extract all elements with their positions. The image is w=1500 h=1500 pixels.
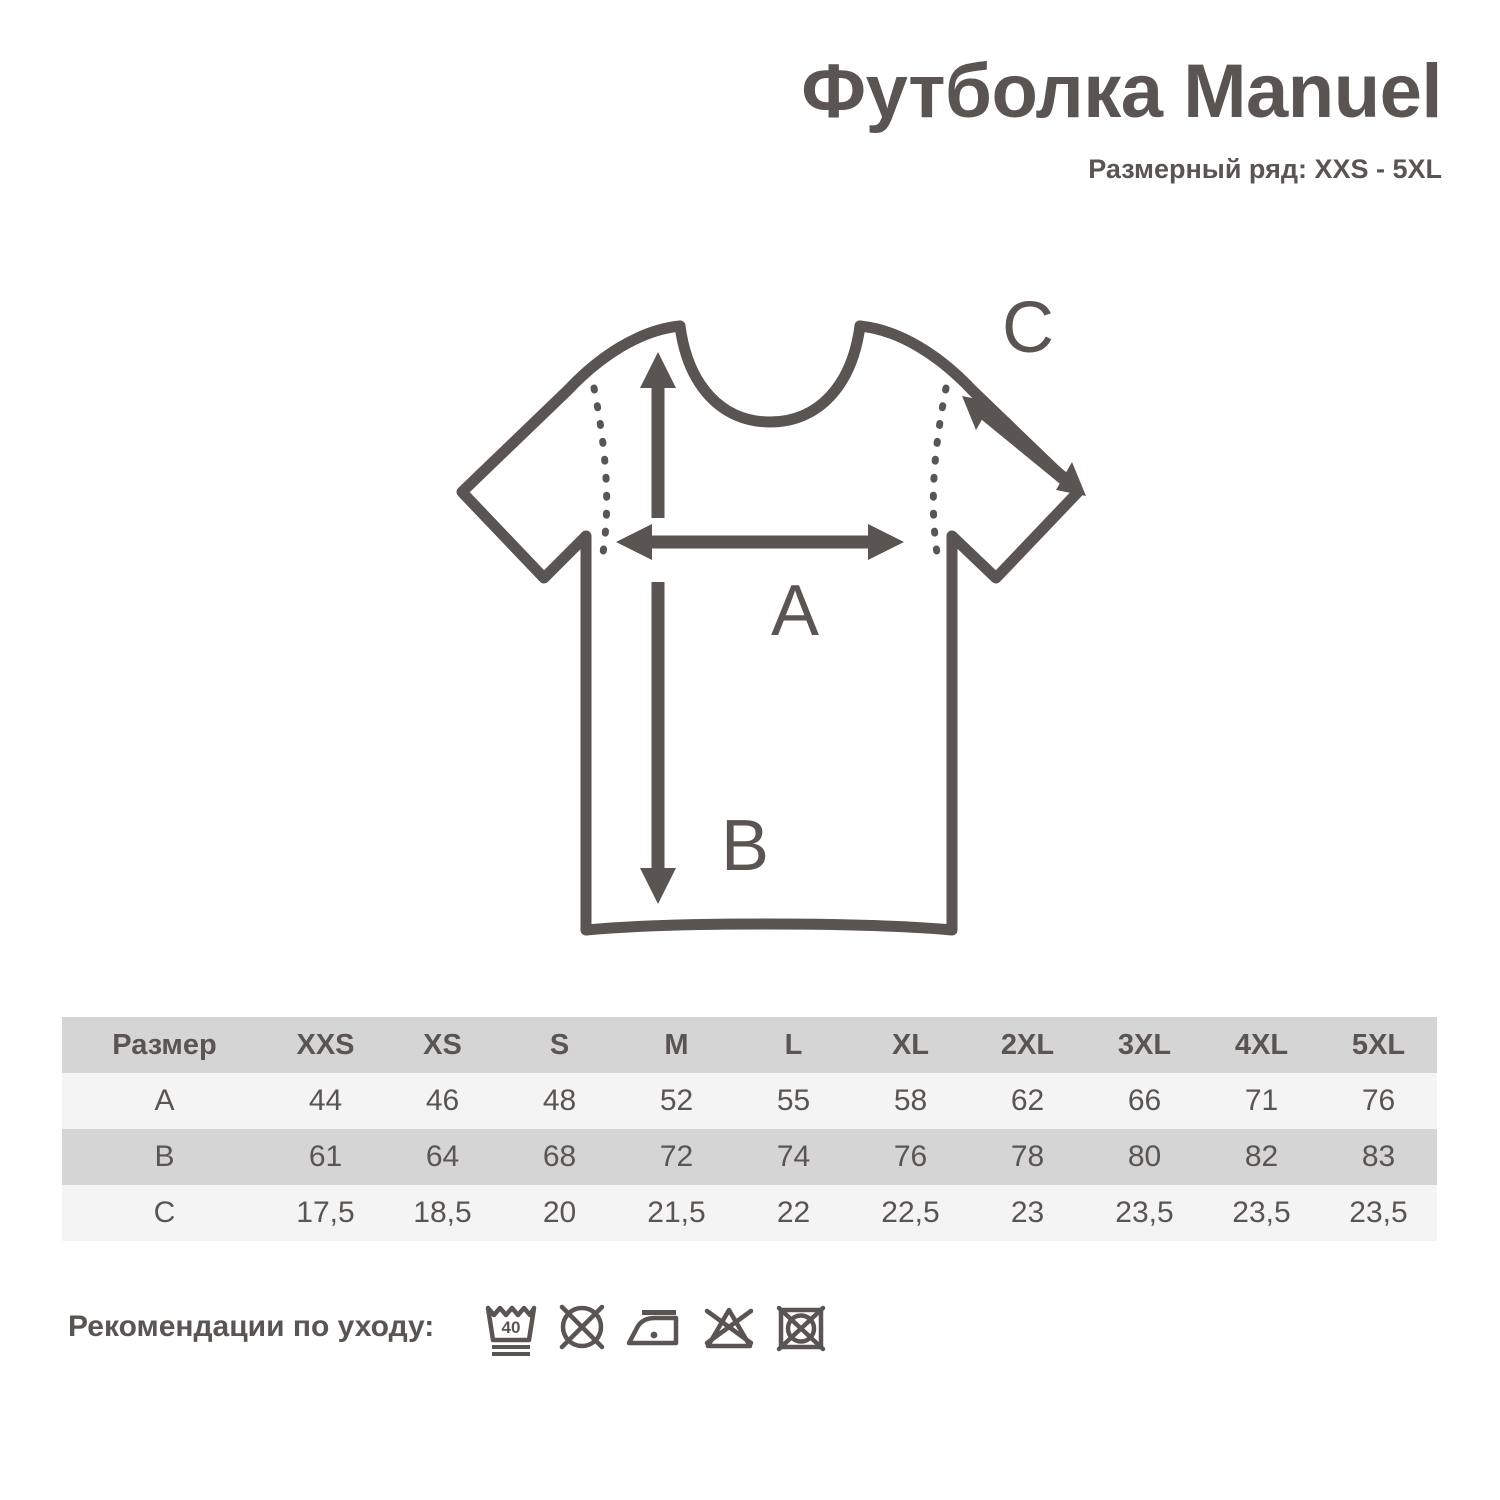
cell-c-xl: 22,5 bbox=[852, 1185, 969, 1241]
do-not-tumble-dry-icon bbox=[777, 1305, 826, 1352]
cell-a-3xl: 66 bbox=[1086, 1073, 1203, 1129]
cell-b-l: 74 bbox=[735, 1129, 852, 1185]
do-not-bleach-icon bbox=[705, 1307, 754, 1349]
cell-b-xl: 76 bbox=[852, 1129, 969, 1185]
cell-b-m: 72 bbox=[618, 1129, 735, 1185]
column-header-l: L bbox=[735, 1017, 852, 1073]
tshirt-outline-shape bbox=[456, 320, 1084, 936]
cell-c-3xl: 23,5 bbox=[1086, 1185, 1203, 1241]
care-instructions-section: Рекомендации по уходу: 40 bbox=[68, 1296, 830, 1358]
label-c: C bbox=[1002, 288, 1054, 368]
column-header-4xl: 4XL bbox=[1203, 1017, 1320, 1073]
column-header-2xl: 2XL bbox=[969, 1017, 1086, 1073]
cell-c-s: 20 bbox=[501, 1185, 618, 1241]
row-label-c: C bbox=[62, 1185, 267, 1241]
label-a: A bbox=[771, 571, 819, 651]
cell-b-4xl: 82 bbox=[1203, 1129, 1320, 1185]
cell-a-l: 55 bbox=[735, 1073, 852, 1129]
column-header-5xl: 5XL bbox=[1320, 1017, 1437, 1073]
measurement-arrow-b bbox=[640, 582, 676, 904]
cell-a-s: 48 bbox=[501, 1073, 618, 1129]
left-sleeve-seam-dotted bbox=[590, 384, 611, 564]
column-header-3xl: 3XL bbox=[1086, 1017, 1203, 1073]
tshirt-measurement-diagram: A B C bbox=[440, 270, 1100, 950]
cell-b-s: 68 bbox=[501, 1129, 618, 1185]
cell-a-5xl: 76 bbox=[1320, 1073, 1437, 1129]
column-header-m: M bbox=[618, 1017, 735, 1073]
cell-a-4xl: 71 bbox=[1203, 1073, 1320, 1129]
table-header-row: Размер XXS XS S M L XL 2XL 3XL 4XL 5XL bbox=[62, 1017, 1437, 1073]
page-header: Футболка Manuel Размерный ряд: XXS - 5XL bbox=[801, 52, 1442, 185]
row-label-b: B bbox=[62, 1129, 267, 1185]
measurement-arrow-a-vertical bbox=[640, 352, 676, 518]
cell-c-xxs: 17,5 bbox=[267, 1185, 384, 1241]
cell-c-5xl: 23,5 bbox=[1320, 1185, 1437, 1241]
care-instructions-label: Рекомендации по уходу: bbox=[68, 1310, 435, 1343]
cell-c-m: 21,5 bbox=[618, 1185, 735, 1241]
column-header-s: S bbox=[501, 1017, 618, 1073]
wash-temperature-value: 40 bbox=[502, 1318, 521, 1337]
wash-40-gentle-icon: 40 bbox=[486, 1305, 537, 1356]
table-row: B 61 64 68 72 74 76 78 80 82 83 bbox=[62, 1129, 1437, 1185]
cell-b-5xl: 83 bbox=[1320, 1129, 1437, 1185]
column-header-xs: XS bbox=[384, 1017, 501, 1073]
cell-c-l: 22 bbox=[735, 1185, 852, 1241]
cell-b-2xl: 78 bbox=[969, 1129, 1086, 1185]
cell-a-xl: 58 bbox=[852, 1073, 969, 1129]
cell-c-2xl: 23 bbox=[969, 1185, 1086, 1241]
cell-a-m: 52 bbox=[618, 1073, 735, 1129]
size-chart-table: Размер XXS XS S M L XL 2XL 3XL 4XL 5XL A… bbox=[62, 1017, 1437, 1241]
column-header-size: Размер bbox=[62, 1017, 267, 1073]
cell-a-xxs: 44 bbox=[267, 1073, 384, 1129]
cell-b-xs: 64 bbox=[384, 1129, 501, 1185]
label-b: B bbox=[721, 806, 769, 886]
cell-a-2xl: 62 bbox=[969, 1073, 1086, 1129]
cell-b-xxs: 61 bbox=[267, 1129, 384, 1185]
care-symbols-group: 40 bbox=[482, 1296, 830, 1358]
table-row: A 44 46 48 52 55 58 62 66 71 76 bbox=[62, 1073, 1437, 1129]
right-sleeve-seam-dotted bbox=[929, 384, 950, 564]
column-header-xxs: XXS bbox=[267, 1017, 384, 1073]
cell-c-4xl: 23,5 bbox=[1203, 1185, 1320, 1241]
page-title: Футболка Manuel bbox=[801, 49, 1442, 134]
cell-a-xs: 46 bbox=[384, 1073, 501, 1129]
measurement-arrow-c bbox=[962, 396, 1086, 496]
table-row: C 17,5 18,5 20 21,5 22 22,5 23 23,5 23,5… bbox=[62, 1185, 1437, 1241]
cell-b-3xl: 80 bbox=[1086, 1129, 1203, 1185]
column-header-xl: XL bbox=[852, 1017, 969, 1073]
do-not-dry-clean-icon bbox=[560, 1304, 605, 1350]
iron-low-one-dot-icon bbox=[627, 1310, 679, 1346]
size-range-subtitle: Размерный ряд: XXS - 5XL bbox=[1088, 153, 1442, 184]
cell-c-xs: 18,5 bbox=[384, 1185, 501, 1241]
measurement-arrow-a bbox=[616, 524, 904, 560]
row-label-a: A bbox=[62, 1073, 267, 1129]
